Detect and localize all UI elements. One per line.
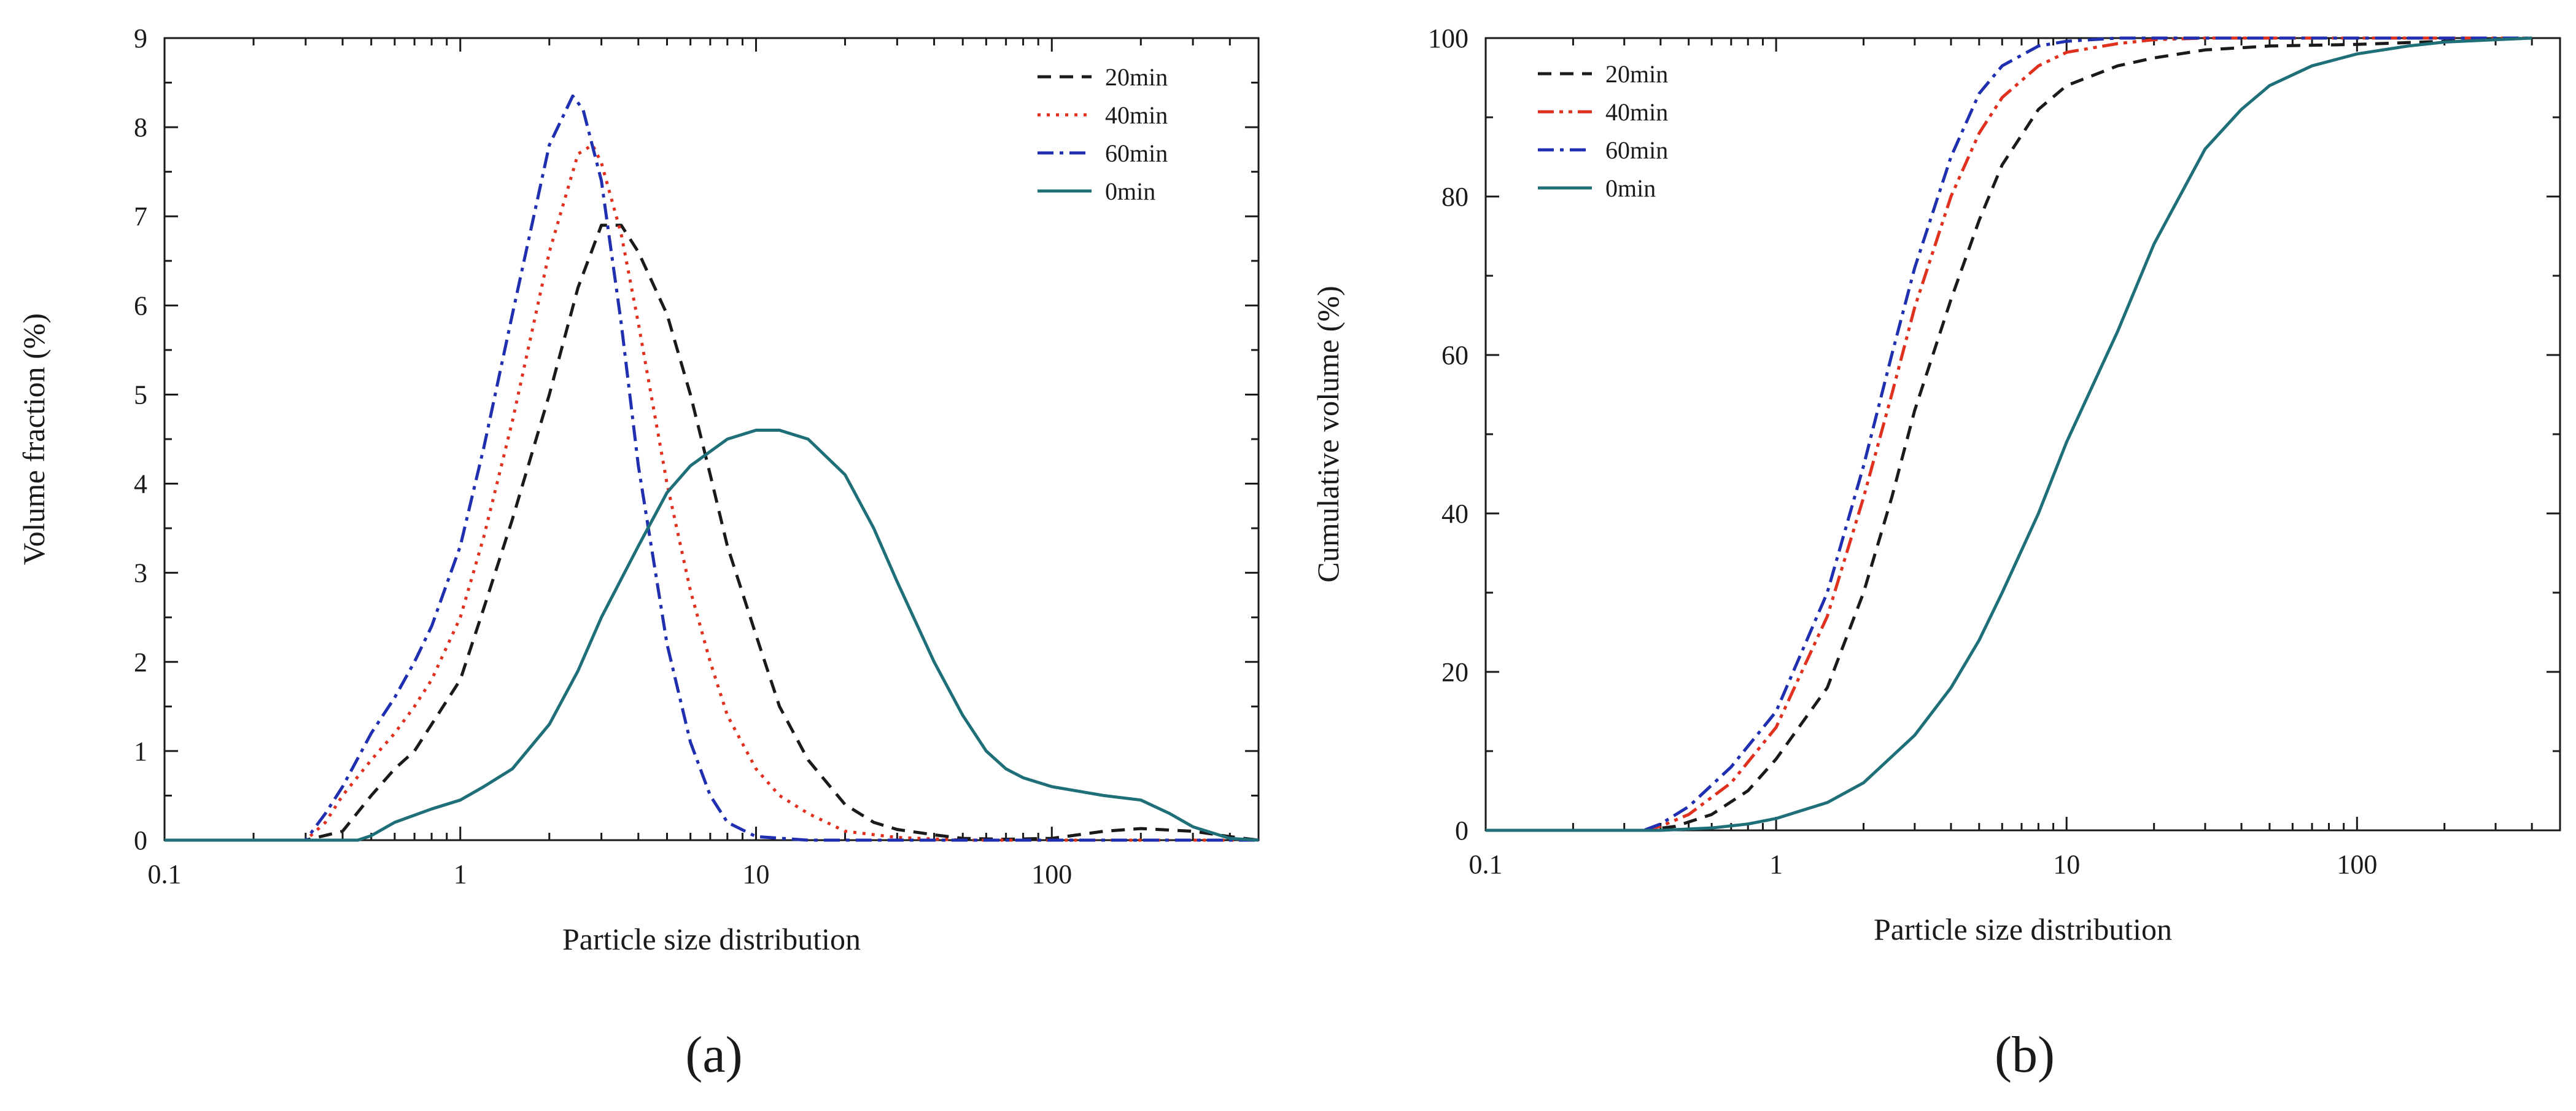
series-line-60min xyxy=(165,94,1259,842)
y-tick-label: 5 xyxy=(134,380,147,410)
y-tick-label: 6 xyxy=(134,290,147,321)
x-tick-label: 100 xyxy=(1031,859,1072,889)
legend: 20min 40min 60min 0min xyxy=(1038,63,1168,205)
legend-label-0min: 0min xyxy=(1105,177,1155,205)
legend: 20min 40min 60min 0min xyxy=(1538,60,1668,202)
y-tick-label: 7 xyxy=(134,201,147,232)
y-axis-title: Cumulative volume (%) xyxy=(1311,286,1345,582)
y-tick-label: 100 xyxy=(1428,23,1468,53)
legend-label-60min: 60min xyxy=(1605,136,1668,164)
x-axis-title: Particle size distribution xyxy=(1874,912,2172,946)
series-line-0min xyxy=(1486,36,2532,832)
legend-label-0min: 0min xyxy=(1605,174,1656,202)
x-axis: 0.1 1 10 100 Particle size distribution xyxy=(1469,38,2561,946)
series-group xyxy=(1486,36,2532,832)
x-axis: 0.1 1 10 100 Particle size distribution xyxy=(148,38,1260,956)
x-axis-title: Particle size distribution xyxy=(562,922,861,956)
y-tick-label: 80 xyxy=(1441,182,1468,212)
series-line-40min xyxy=(1486,36,2532,832)
y-tick-label: 0 xyxy=(1455,816,1468,846)
y-tick-label: 4 xyxy=(134,469,147,499)
series-line-20min xyxy=(1486,36,2532,832)
x-tick-label: 1 xyxy=(1769,849,1783,879)
series-line-0min xyxy=(165,429,1259,842)
y-axis: 0 1 2 3 4 5 6 7 8 9 Volume fraction (%) xyxy=(17,23,1259,856)
series-group xyxy=(165,94,1259,842)
legend-label-40min: 40min xyxy=(1105,101,1168,129)
panel-caption: (a) xyxy=(685,1026,742,1083)
y-tick-label: 2 xyxy=(134,647,147,677)
x-tick-label: 10 xyxy=(2053,849,2080,879)
x-tick-label: 0.1 xyxy=(1469,849,1503,879)
x-tick-label: 0.1 xyxy=(148,859,182,889)
panel-caption: (b) xyxy=(1995,1026,2055,1083)
y-tick-label: 1 xyxy=(134,736,147,766)
legend-label-20min: 20min xyxy=(1605,60,1668,88)
plot-frame xyxy=(163,37,1260,841)
chart-panel-a: 0.1 1 10 100 Particle size distribution 0 1 2 3 4… xyxy=(17,23,1260,1083)
y-tick-label: 9 xyxy=(134,23,147,53)
y-tick-label: 60 xyxy=(1441,340,1468,370)
legend-label-40min: 40min xyxy=(1605,98,1668,126)
y-axis-title: Volume fraction (%) xyxy=(17,313,51,565)
x-tick-label: 1 xyxy=(454,859,467,889)
series-line-60min xyxy=(1486,36,2532,832)
legend-label-60min: 60min xyxy=(1105,139,1168,167)
y-tick-label: 8 xyxy=(134,112,147,142)
y-tick-label: 3 xyxy=(134,558,147,588)
x-tick-label: 10 xyxy=(743,859,770,889)
x-tick-label: 100 xyxy=(2337,849,2377,879)
chart-panel-b: 0.1 1 10 100 Particle size distribution 0 20 40… xyxy=(1311,23,2561,1083)
legend-label-20min: 20min xyxy=(1105,63,1168,91)
series-line-20min xyxy=(165,224,1259,842)
y-tick-label: 20 xyxy=(1441,657,1468,687)
y-tick-label: 40 xyxy=(1441,499,1468,529)
series-line-40min xyxy=(165,143,1259,842)
y-tick-label: 0 xyxy=(134,825,147,856)
y-axis: 0 20 40 60 80 100 Cumulative volume (%) xyxy=(1311,23,2560,846)
